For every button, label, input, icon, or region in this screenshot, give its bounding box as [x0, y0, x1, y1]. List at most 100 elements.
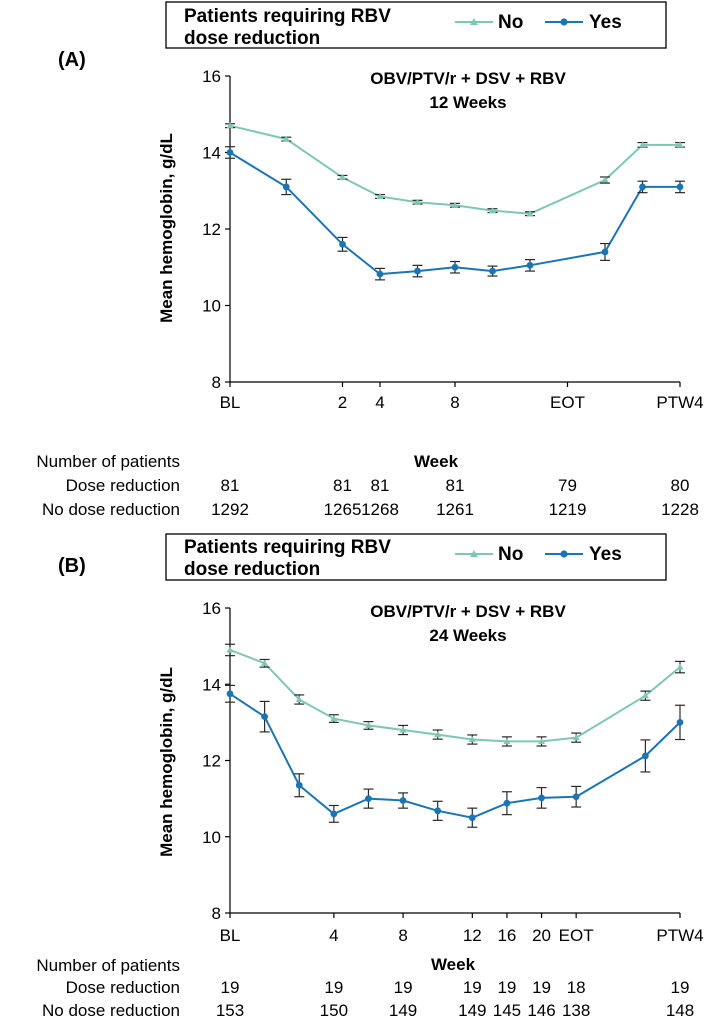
chart-a-series-no-line	[229, 124, 680, 215]
table-b-header: Number of patients	[36, 956, 180, 975]
legend-b-yes-label: Yes	[589, 544, 622, 565]
legend-a-no-label: No	[498, 12, 523, 33]
chart-a-ytick-label: 8	[212, 373, 221, 392]
legend-b-title-line1: Patients requiring RBV	[184, 537, 391, 558]
chart-b-ytick-label: 8	[212, 904, 221, 923]
chart-b-xtick-label: EOT	[559, 926, 594, 945]
table-a-dose-count: 79	[558, 476, 577, 495]
chart-a-ylabel: Mean hemoglobin, g/dL	[157, 133, 176, 323]
table-a-dose-count: 81	[221, 476, 240, 495]
legend-a-yes-marker	[560, 18, 568, 26]
chart-b-xlabel: Week	[431, 955, 476, 974]
chart-a-series-no-point	[639, 141, 646, 148]
chart-a-series-yes-line	[229, 151, 680, 276]
legend-b-no-marker	[470, 550, 478, 557]
table-a-nodose-count: 1261	[436, 500, 474, 519]
table-b-dose-count: 19	[463, 978, 482, 997]
table-b-nodose-count: 149	[389, 1001, 417, 1017]
table-a-dose-count: 81	[333, 476, 352, 495]
table-b-nodose-count: 138	[562, 1001, 590, 1017]
chart-b-series-no-point	[330, 715, 338, 722]
chart-a-series-yes-point	[601, 248, 609, 256]
chart-a-series-no-point	[226, 122, 234, 129]
chart-a-xtick-label: 8	[450, 393, 459, 412]
chart-b-xtick-label: 16	[497, 926, 516, 945]
chart-b-ylabel: Mean hemoglobin, g/dL	[157, 667, 176, 857]
legend-a-box	[165, 1, 667, 49]
chart-b-series-yes-point	[538, 794, 545, 802]
chart-b-series-no-point	[503, 737, 511, 744]
chart-b-series-no-point	[399, 726, 407, 733]
chart-a-series-no-point	[489, 207, 496, 214]
legend-a-title-line2: dose reduction	[184, 28, 320, 49]
legend-b-box	[165, 533, 667, 581]
chart-a-series-yes-point	[676, 183, 684, 191]
table-a-header: Number of patients	[36, 452, 180, 471]
table-b-dose-count: 19	[497, 978, 516, 997]
chart-b-series-no-point	[364, 721, 372, 728]
chart-a-series-yes-point	[282, 183, 290, 191]
chart-b-series-no-point	[538, 737, 546, 744]
panel-b-label: (B)	[58, 555, 86, 577]
chart-b-series-yes-point	[503, 799, 511, 807]
chart-a-series-no-point	[676, 141, 684, 148]
chart-a-series-yes-point	[414, 267, 421, 275]
chart-b-series-no-point	[261, 659, 269, 666]
chart-a-ytick-label: 10	[202, 297, 221, 316]
panel-a-label: (A)	[58, 49, 86, 71]
chart-b-series-yes-point	[226, 690, 234, 698]
table-b-nodose-count: 150	[320, 1001, 348, 1017]
legend-a-yes-label: Yes	[589, 12, 622, 33]
table-b-nodose-count: 149	[458, 1001, 486, 1017]
table-a-dose-count: 81	[446, 476, 465, 495]
chart-a-xtick-label: BL	[220, 393, 241, 412]
table-a-nodose-label: No dose reduction	[42, 500, 180, 519]
chart-b-title-line2: 24 Weeks	[429, 626, 506, 645]
table-a-nodose-count: 1265	[324, 500, 362, 519]
table-b-nodose-count: 148	[666, 1001, 694, 1017]
chart-b-series-yes-point	[261, 713, 269, 721]
chart-b-series-no-point	[434, 731, 442, 738]
chart-b-series-no-point	[641, 692, 649, 699]
chart-a-series-no-point	[414, 198, 421, 205]
table-a-dose-count: 80	[671, 476, 690, 495]
chart-a-series-yes-point	[376, 270, 384, 278]
legend-b-yes-marker	[560, 550, 568, 558]
table-a-nodose-count: 1228	[661, 500, 699, 519]
legend-a-title-line1: Patients requiring RBV	[184, 6, 391, 27]
chart-a-series-yes-point	[526, 261, 534, 269]
chart-a-series-no-point	[376, 192, 384, 199]
table-a-nodose-count: 1268	[361, 500, 399, 519]
chart-b-title-line1: OBV/PTV/r + DSV + RBV	[370, 602, 566, 621]
table-b-dose-count: 19	[671, 978, 690, 997]
chart-b-series-yes-line	[229, 692, 681, 819]
chart-b-series-yes-point	[399, 797, 407, 804]
chart-b-xtick-label: 12	[463, 926, 482, 945]
chart-b-series-yes-point	[468, 814, 476, 822]
chart-b-ytick-label: 10	[202, 828, 221, 847]
legend-b-no-label: No	[498, 544, 523, 565]
chart-a-ytick-label: 12	[202, 220, 221, 239]
chart-a-series-no-point	[282, 135, 290, 142]
chart-a-xtick-label: 2	[338, 393, 347, 412]
legend-b: Patients requiring RBV dose reduction No…	[165, 533, 667, 581]
table-a-dose-count: 81	[371, 476, 390, 495]
table-b-dose-count: 19	[532, 978, 551, 997]
chart-b-xtick-label: 8	[398, 926, 407, 945]
chart-a-ytick-label: 14	[202, 144, 221, 163]
chart-b-xtick-label: 4	[329, 926, 338, 945]
chart-a-xtick-label: 4	[375, 393, 384, 412]
chart-b-series-no-point	[226, 646, 234, 653]
table-b: Number of patients Dose reduction No dos…	[36, 956, 180, 1017]
chart-b-series-no-point	[468, 736, 476, 743]
chart-b-series-yes-point	[641, 752, 649, 760]
table-b-nodose-label: No dose reduction	[42, 1001, 180, 1017]
chart-b-ytick-label: 14	[202, 675, 221, 694]
table-b-nodose-count: 145	[493, 1001, 521, 1017]
chart-a-series-yes-point	[226, 149, 234, 156]
legend-b-title-line2: dose reduction	[184, 559, 320, 580]
chart-a-series-no-point	[451, 201, 459, 208]
chart-a-ytick-label: 16	[202, 67, 221, 86]
chart-a-title-line1: OBV/PTV/r + DSV + RBV	[370, 69, 566, 88]
